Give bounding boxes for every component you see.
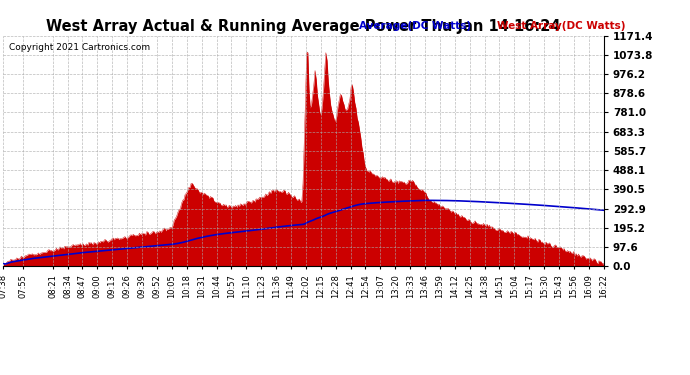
Text: West Array(DC Watts): West Array(DC Watts): [497, 21, 625, 31]
Text: Copyright 2021 Cartronics.com: Copyright 2021 Cartronics.com: [9, 43, 150, 52]
Title: West Array Actual & Running Average Power Thu Jan 14 16:24: West Array Actual & Running Average Powe…: [46, 20, 561, 34]
Text: Average(DC Watts): Average(DC Watts): [359, 21, 471, 31]
